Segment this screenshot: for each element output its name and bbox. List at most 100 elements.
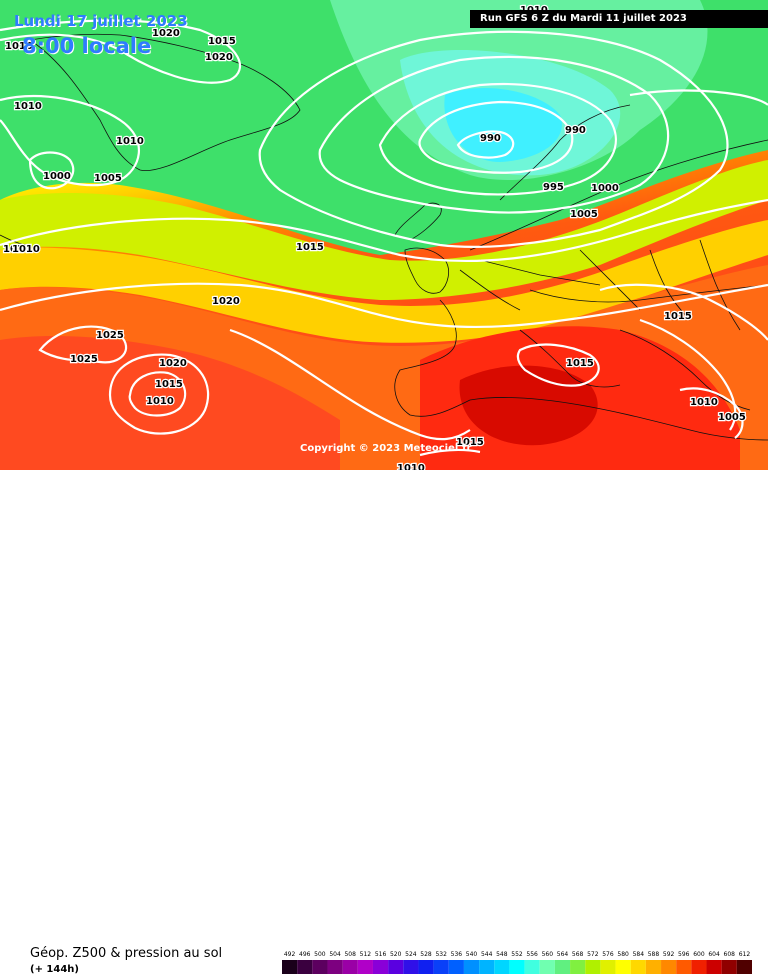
isobar-label: 1010 [116,136,144,147]
legend-label: 496 [299,951,311,958]
legend-label: 612 [739,951,751,958]
isobar-label: 1005 [570,209,598,220]
isobar-label: 990 [565,125,586,136]
legend-swatches [282,960,752,974]
isobar-label: 1010 [14,101,42,112]
isobar-label: 1020 [205,52,233,63]
legend-label: 540 [466,951,478,958]
legend-label: 528 [420,951,432,958]
legend-label: 552 [511,951,523,958]
legend-label: 596 [678,951,690,958]
legend-label: 592 [663,951,675,958]
isobar-lines [0,19,768,457]
legend-swatch [736,960,752,974]
isobar-label: 1025 [70,354,98,365]
legend-label: 492 [284,951,296,958]
legend-swatch [509,960,525,974]
legend-label: 512 [360,951,372,958]
isobar-label: 1015 [155,379,183,390]
map-area: 1010101510201020101010101010100010059909… [0,0,768,470]
legend-swatch [524,960,540,974]
isobar-label: 1020 [152,28,180,39]
isobar-label: 1005 [718,412,746,423]
legend-label: 500 [314,951,326,958]
run-info: Run GFS 6 Z du Mardi 11 juillet 2023 [470,10,768,28]
legend-swatch [706,960,722,974]
legend-swatch [539,960,555,974]
forecast-date: Lundi 17 juillet 2023 [14,12,188,30]
isobar-label: 990 [480,133,501,144]
isobar-label: 1015 [664,311,692,322]
legend-label: 556 [526,951,538,958]
legend-label: 604 [708,951,720,958]
legend-swatch [403,960,419,974]
legend-swatch [297,960,313,974]
map-subtitle: (+ 144h) [30,964,79,975]
legend-swatch [342,960,358,974]
color-legend: 492 496 500 504 508 512 516 520 524 528 532 536 540 5… [282,951,752,974]
legend-label: 524 [405,951,417,958]
legend-label: 584 [633,951,645,958]
isobar-labels: 1010101510201020101010101010100010059909… [2,4,747,470]
legend-label: 600 [693,951,705,958]
legend-swatch [357,960,373,974]
legend-swatch [463,960,480,974]
legend-swatch [312,960,328,974]
isobar-label: 1020 [212,296,240,307]
legend-label: 536 [451,951,463,958]
legend-swatch [554,960,571,974]
copyright: Copyright © 2023 Meteociel.fr [300,443,472,454]
legend-swatch [721,960,737,974]
isobar-label: 1010 [146,396,174,407]
z500-pressure-map: 1010101510201020101010101010100010059909… [0,0,768,470]
legend-label: 560 [542,951,554,958]
legend-swatch [676,960,692,974]
isobar-label: 1000 [43,171,71,182]
isobar-label: 1015 [296,242,324,253]
isobar-label: 1010 [690,397,718,408]
isobar-label: 1000 [591,183,619,194]
isobar-label: 1015 [566,358,594,369]
legend-swatch [630,960,646,974]
legend-label: 548 [496,951,508,958]
legend-label: 520 [390,951,402,958]
legend-label: 532 [435,951,447,958]
legend-label: 580 [617,951,629,958]
isobar-label: 1005 [94,173,122,184]
isobar-label: 1015 [208,36,236,47]
field-red-west [0,335,340,470]
legend-swatch [494,960,510,974]
isobar-label: 995 [543,182,564,193]
legend-label: 588 [648,951,660,958]
isobar-label: 1020 [159,358,187,369]
isobar-label: 1015 [456,437,484,448]
legend-swatch [448,960,464,974]
field-yellow-green [0,160,768,300]
legend-label: 564 [557,951,569,958]
legend-swatch [585,960,601,974]
field-yellow [0,220,768,343]
legend-label: 504 [329,951,341,958]
legend-label: 544 [481,951,493,958]
legend-swatch [645,960,662,974]
isobar-label: 1010 [3,244,31,255]
legend-label: 576 [602,951,614,958]
legend-swatch [388,960,404,974]
footer: Géop. Z500 & pression au sol (+ 144h) 49… [0,470,768,975]
legend-swatch [600,960,616,974]
legend-swatch [615,960,631,974]
isobar-label: 1025 [96,330,124,341]
legend-swatch [691,960,707,974]
legend-swatch [479,960,495,974]
legend-label: 572 [587,951,599,958]
legend-label: 508 [344,951,356,958]
legend-labels: 492 496 500 504 508 512 516 520 524 528 532 536 540 5… [284,951,750,958]
legend-swatch [570,960,586,974]
map-title: Géop. Z500 & pression au sol [30,946,223,961]
legend-label: 516 [375,951,387,958]
isobar-label: 1010 [5,41,33,52]
legend-swatch [418,960,434,974]
legend-swatch [433,960,449,974]
isobar-label: 1010 [12,244,40,255]
